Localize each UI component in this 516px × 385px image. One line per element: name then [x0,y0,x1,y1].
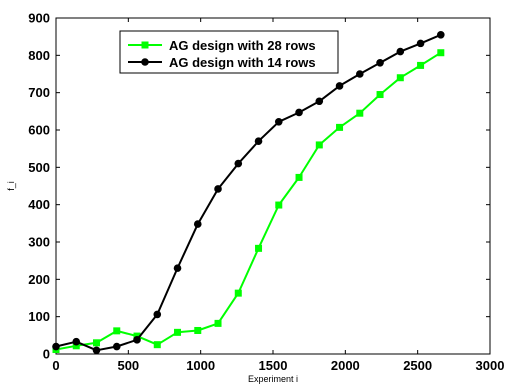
data-point [437,31,445,39]
y-tick-label: 300 [28,235,50,250]
axis-ticks: 0 500 1000 1500 2000 2500 3000 0 100 200 300 400 500… [28,11,504,374]
data-point [72,342,80,350]
data-point [376,91,384,99]
series-2 [52,31,445,355]
data-point [295,173,303,181]
data-point [214,319,222,327]
data-point [52,342,60,351]
data-point [153,341,161,349]
data-point [315,141,323,149]
data-point [437,49,445,57]
y-tick-label: 0 [43,347,50,362]
x-tick-label: 1000 [186,358,215,373]
data-point [315,97,324,106]
data-point [376,59,384,67]
series-1 [52,49,445,354]
series-layer [52,31,445,355]
data-point [174,328,182,336]
y-axis-title: f_i [6,181,16,191]
plot-area [55,17,491,355]
y-tick-label: 700 [28,85,50,100]
x-tick-label: 2000 [331,358,360,373]
data-point [93,339,101,347]
y-tick-label: 600 [28,123,50,138]
x-tick-label: 1500 [259,358,288,373]
legend-marker-14-rows [141,58,149,66]
legend-box [119,30,339,74]
data-point [153,310,162,319]
data-point [234,159,243,168]
data-point [194,326,202,334]
y-tick-label: 900 [28,11,50,26]
x-tick-label: 500 [117,358,139,373]
y-tick-label: 400 [28,197,50,212]
data-point [416,39,425,48]
data-point [356,109,364,117]
data-point [336,123,344,131]
data-point [214,185,222,193]
data-point [396,74,404,82]
data-point [295,108,303,117]
x-axis-title: Experiment i [248,374,298,384]
data-point [255,244,263,252]
data-point [72,337,81,346]
y-tick-label: 800 [28,48,50,63]
y-tick-label: 100 [28,309,50,324]
data-point [112,342,121,351]
y-tick-label: 200 [28,272,50,287]
data-point [234,289,242,297]
data-point [335,82,344,90]
x-tick-label: 3000 [476,358,505,373]
x-tick-label: 0 [52,358,59,373]
data-point [275,201,283,209]
legend-label-28-rows: AG design with 28 rows [169,38,316,53]
data-point [173,264,182,272]
data-point [356,70,364,78]
legend: AG design with 28 rows AG design with 14… [119,30,339,74]
data-point [193,220,202,228]
data-point [396,47,405,56]
data-point [417,61,425,69]
y-tick-label: 500 [28,160,50,175]
legend-label-14-rows: AG design with 14 rows [169,55,316,70]
data-point [254,137,263,145]
data-point [113,327,121,335]
data-point [274,117,283,126]
legend-marker-28-rows [141,41,149,49]
data-point [92,346,101,355]
data-point [133,336,141,344]
x-tick-label: 2500 [403,358,432,373]
